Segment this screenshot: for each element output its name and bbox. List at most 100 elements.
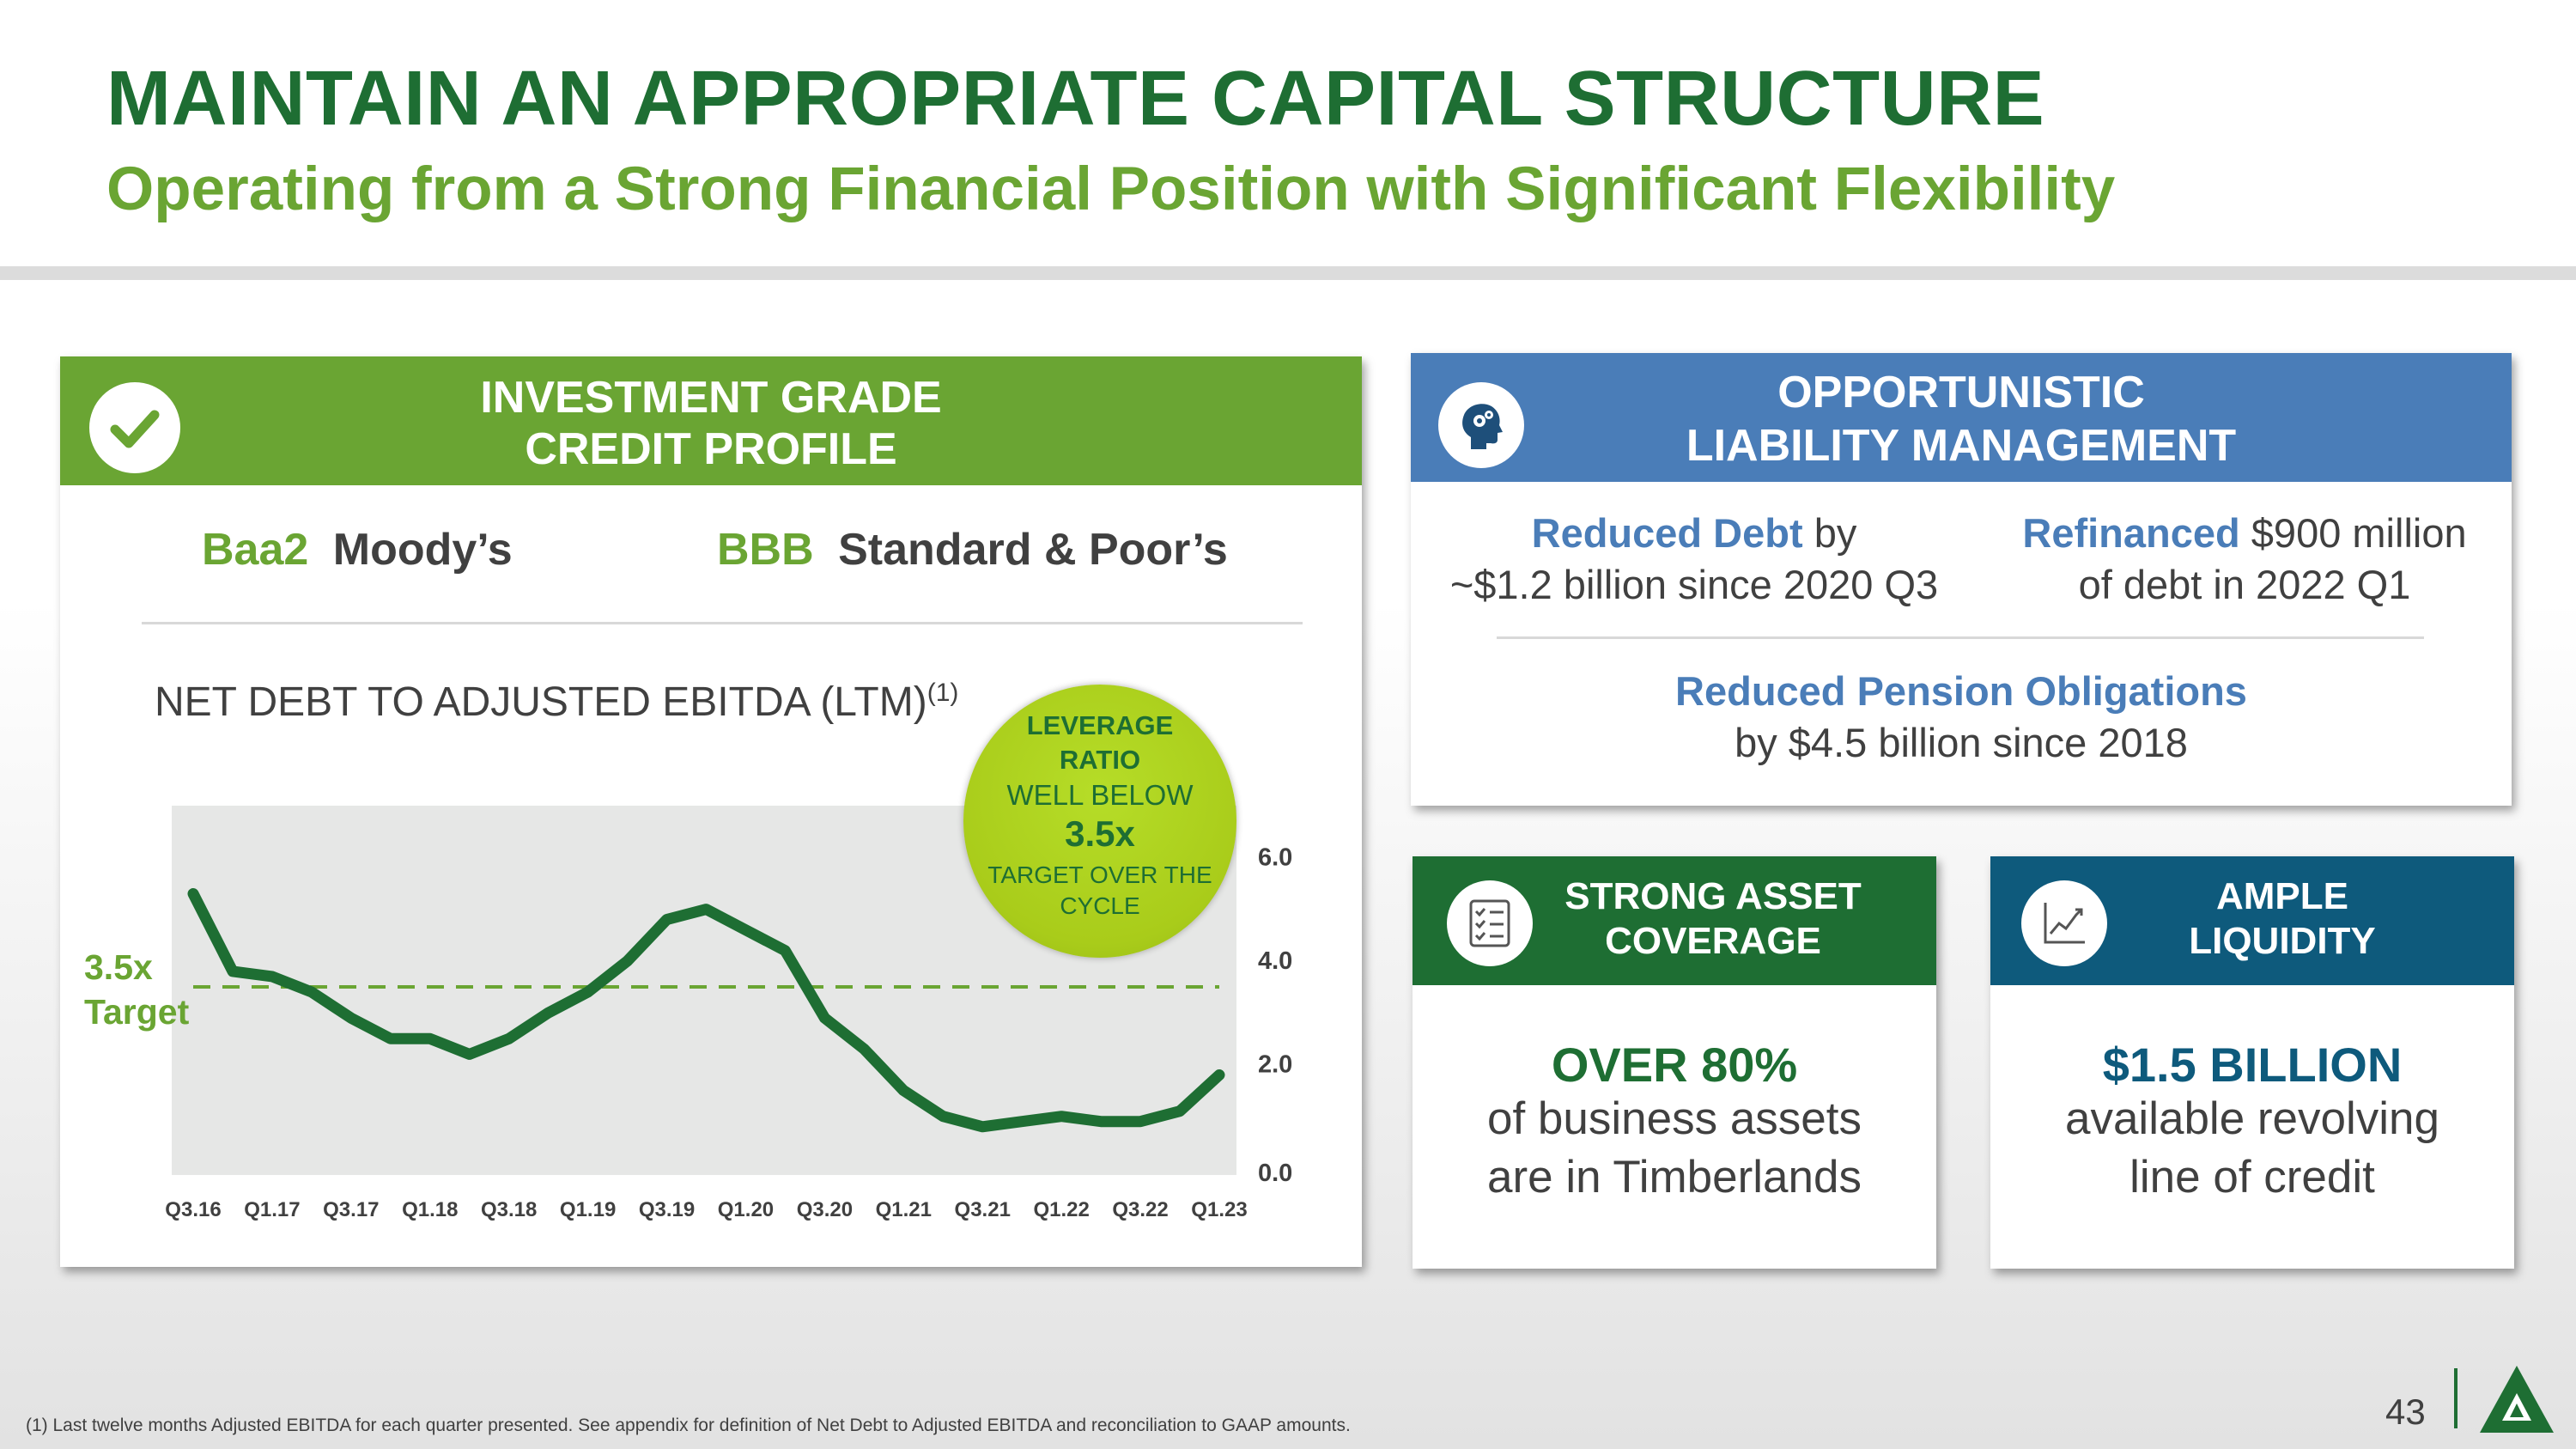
badge-line6: CYCLE: [1060, 892, 1140, 919]
liability-management-header: OPPORTUNISTIC LIABILITY MANAGEMENT: [1411, 353, 2512, 482]
x-tick-label: Q1.22: [1033, 1198, 1089, 1221]
reduced-debt-rest: by: [1802, 510, 1857, 556]
asset-coverage-line2: are in Timberlands: [1487, 1152, 1862, 1202]
footnote: (1) Last twelve months Adjusted EBITDA f…: [26, 1416, 1351, 1435]
pension-item: Reduced Pension Obligations by $4.5 bill…: [1411, 666, 2512, 769]
page-subtitle: Operating from a Strong Financial Positi…: [106, 155, 2116, 223]
page-title: MAINTAIN AN APPROPRIATE CAPITAL STRUCTUR…: [106, 56, 2045, 142]
liability-title-line1: OPPORTUNISTIC: [1777, 368, 2145, 417]
moodys-agency: Moody’s: [332, 525, 513, 575]
leverage-data-point: [547, 1012, 550, 1014]
reduced-debt-item: Reduced Debt by ~$1.2 billion since 2020…: [1411, 508, 1978, 611]
leverage-data-point: [586, 991, 589, 994]
rating-divider: [142, 622, 1303, 624]
badge-line3: WELL BELOW: [1006, 779, 1194, 811]
asset-coverage-line1: of business assets: [1486, 1093, 1862, 1144]
sp-rating: BBB Standard & Poor’s: [717, 524, 1228, 575]
target-label: 3.5x Target: [84, 945, 189, 1034]
leverage-data-point: [507, 1038, 510, 1040]
moodys-rating: Baa2 Moody’s: [202, 524, 513, 575]
liability-management-panel: OPPORTUNISTIC LIABILITY MANAGEMENT Reduc…: [1411, 353, 2512, 806]
leverage-badge: LEVERAGE RATIO WELL BELOW 3.5x TARGET OV…: [963, 685, 1236, 958]
investment-grade-header: INVESTMENT GRADE CREDIT PROFILE: [60, 356, 1362, 485]
badge-line4: 3.5x: [1065, 813, 1135, 854]
reduced-debt-bold: Reduced Debt: [1531, 510, 1803, 556]
leverage-data-point: [902, 1089, 905, 1092]
leverage-data-point: [1100, 1120, 1103, 1123]
x-tick-label: Q3.20: [797, 1198, 853, 1221]
leverage-data-point: [1179, 1110, 1182, 1112]
x-tick-label: Q3.19: [639, 1198, 695, 1221]
liquidity-title-line1: AMPLE: [2216, 875, 2348, 917]
x-tick-label: Q1.20: [718, 1198, 774, 1221]
target-label-text: Target: [84, 992, 190, 1032]
header-divider: [0, 266, 2576, 280]
x-tick-label: Q1.17: [244, 1198, 300, 1221]
leverage-data-point: [705, 908, 708, 910]
leverage-data-point: [784, 949, 787, 952]
pension-bold: Reduced Pension Obligations: [1675, 668, 2247, 714]
leverage-data-point: [468, 1053, 471, 1056]
checkmark-icon: [89, 382, 180, 473]
chart-title: NET DEBT TO ADJUSTED EBITDA (LTM)(1): [155, 679, 958, 726]
pension-line2: by $4.5 billion since 2018: [1735, 720, 2188, 765]
x-tick-label: Q3.21: [955, 1198, 1011, 1221]
leverage-data-point: [1218, 1074, 1220, 1076]
y-tick-label: 6.0: [1258, 843, 1292, 871]
trend-chart-icon: [2021, 880, 2107, 966]
page-number-divider: [2454, 1368, 2458, 1428]
page-number: 43: [2385, 1391, 2426, 1432]
investment-grade-title-line2: CREDIT PROFILE: [525, 424, 897, 474]
leverage-data-point: [192, 892, 194, 895]
leverage-data-point: [389, 1038, 392, 1040]
leverage-data-point: [1060, 1115, 1063, 1117]
refinanced-rest: $900 million: [2239, 510, 2467, 556]
liquidity-title-line2: LIQUIDITY: [2189, 920, 2376, 962]
leverage-data-point: [1021, 1120, 1024, 1123]
leverage-data-point: [428, 1038, 431, 1040]
leverage-data-point: [823, 1017, 826, 1020]
investment-grade-title-line1: INVESTMENT GRADE: [480, 373, 942, 423]
x-tick-label: Q1.18: [402, 1198, 458, 1221]
badge-line5: TARGET OVER THE: [987, 861, 1212, 888]
y-tick-label: 0.0: [1258, 1160, 1292, 1187]
x-tick-label: Q3.17: [323, 1198, 379, 1221]
x-tick-label: Q3.22: [1112, 1198, 1168, 1221]
chart-title-text: NET DEBT TO ADJUSTED EBITDA (LTM): [155, 679, 927, 725]
leverage-data-point: [270, 975, 273, 977]
checklist-icon: [1447, 880, 1533, 966]
reduced-debt-line2: ~$1.2 billion since 2020 Q3: [1449, 562, 1939, 607]
asset-coverage-panel: STRONG ASSET COVERAGE OVER 80% of busine…: [1413, 856, 1936, 1269]
liquidity-panel: AMPLE LIQUIDITY $1.5 BILLION available r…: [1990, 856, 2514, 1269]
leverage-data-point: [942, 1115, 945, 1117]
leverage-data-point: [231, 970, 234, 972]
x-tick-label: Q1.23: [1191, 1198, 1247, 1221]
liquidity-header: AMPLE LIQUIDITY: [1990, 856, 2514, 985]
leverage-data-point: [981, 1125, 984, 1128]
asset-coverage-header: STRONG ASSET COVERAGE: [1413, 856, 1936, 985]
x-tick-label: Q3.16: [165, 1198, 221, 1221]
sp-agency: Standard & Poor’s: [838, 525, 1228, 575]
asset-coverage-title-line1: STRONG ASSET: [1564, 875, 1862, 917]
y-tick-label: 4.0: [1258, 947, 1292, 975]
refinanced-bold: Refinanced: [2022, 510, 2240, 556]
leverage-data-point: [626, 959, 629, 962]
chart-title-footnote-ref: (1): [927, 679, 959, 707]
liquidity-line2: line of credit: [2129, 1152, 2375, 1202]
badge-line1: LEVERAGE: [1026, 710, 1174, 740]
leverage-data-point: [863, 1048, 866, 1050]
moodys-grade: Baa2: [202, 525, 309, 575]
target-label-value: 3.5x: [84, 947, 153, 987]
leverage-data-point: [349, 1017, 352, 1020]
liability-divider: [1497, 636, 2424, 639]
refinanced-line2: of debt in 2022 Q1: [2078, 562, 2411, 607]
leverage-data-point: [665, 918, 668, 921]
asset-coverage-title-line2: COVERAGE: [1605, 920, 1821, 962]
badge-line2: RATIO: [1059, 745, 1141, 775]
leverage-data-point: [744, 928, 747, 931]
liquidity-highlight: $1.5 BILLION: [2102, 1038, 2403, 1092]
asset-coverage-highlight: OVER 80%: [1551, 1038, 1798, 1092]
leverage-data-point: [310, 991, 313, 994]
liability-title-line2: LIABILITY MANAGEMENT: [1686, 421, 2237, 471]
triangle-logo-icon: [2480, 1366, 2554, 1433]
